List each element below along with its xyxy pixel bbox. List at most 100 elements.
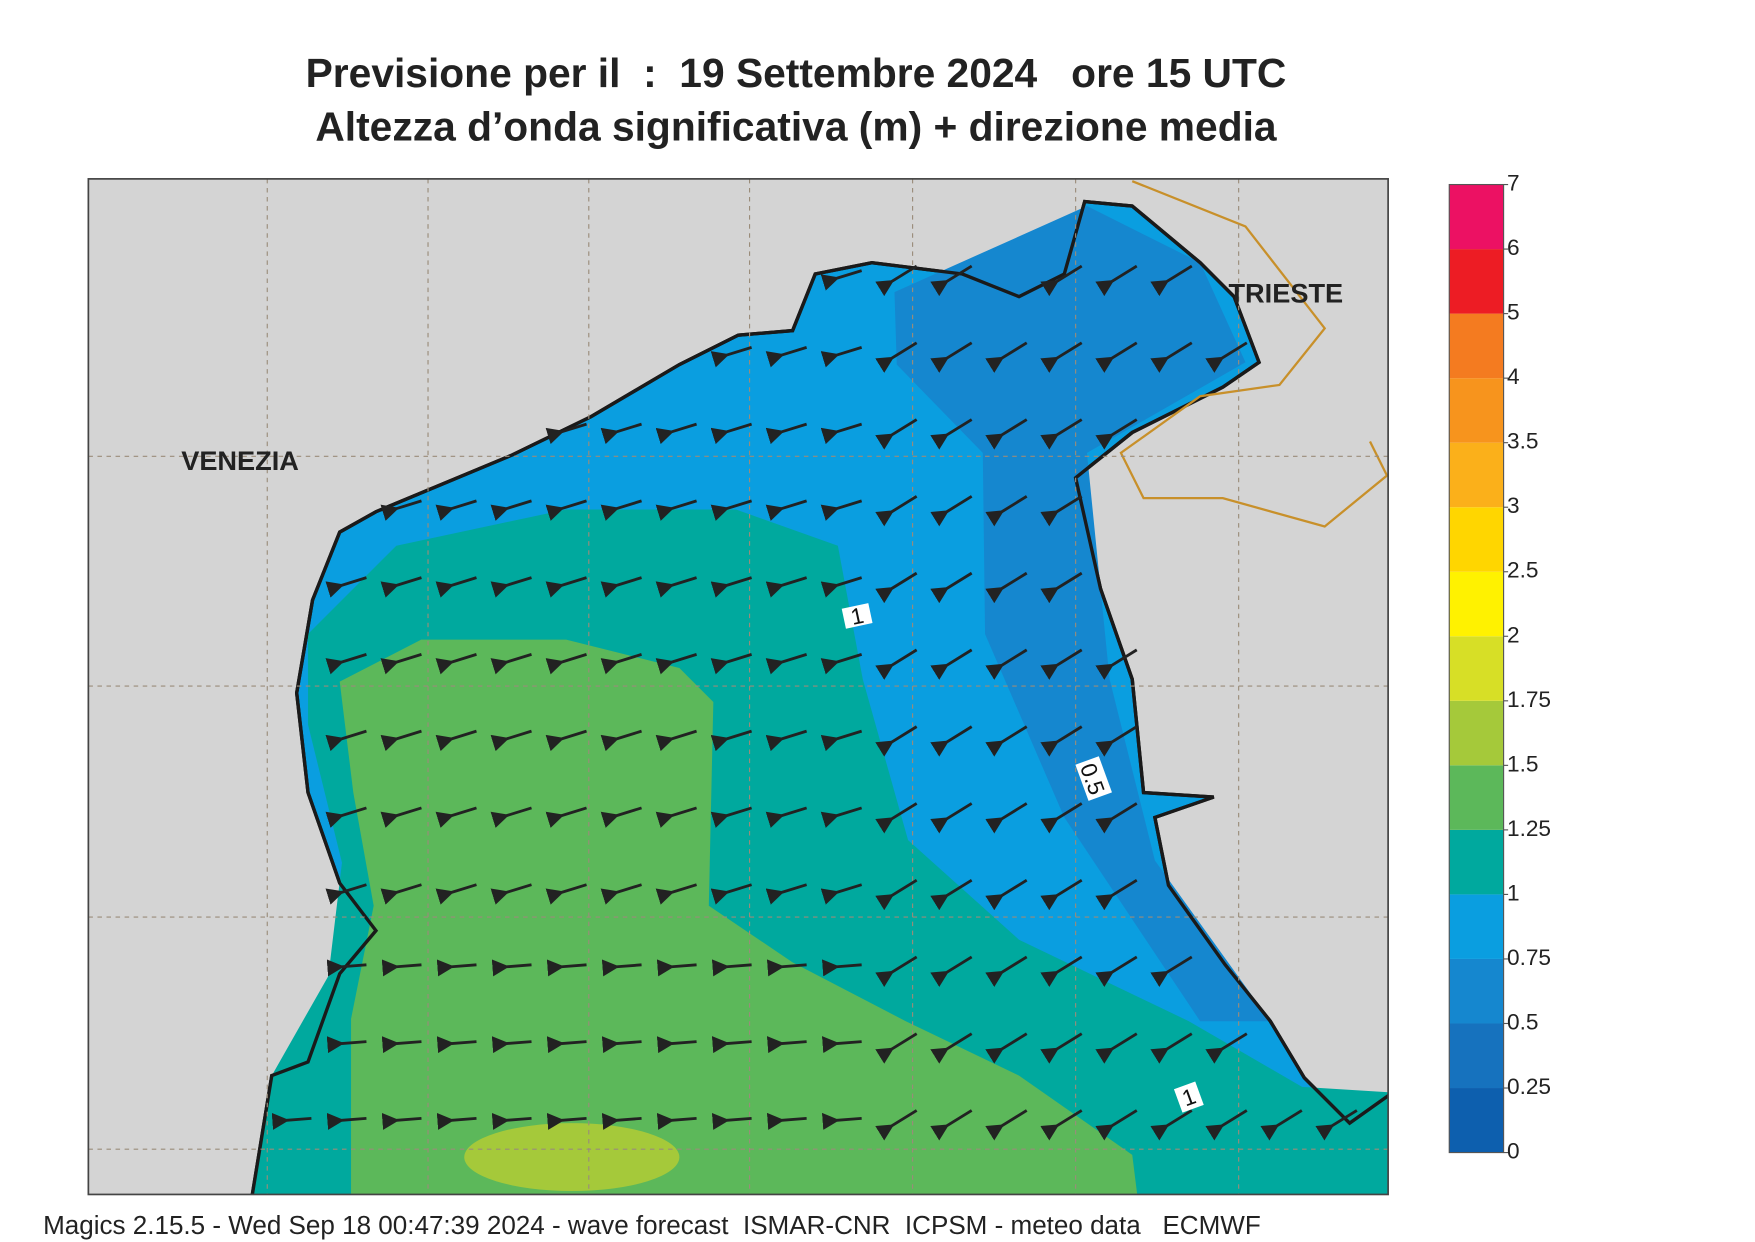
arrow — [875, 418, 918, 450]
arrow — [985, 571, 1028, 604]
arrow — [765, 422, 808, 445]
colorbar-label: 4 — [1507, 364, 1520, 389]
sea-region-low — [894, 206, 1271, 1022]
arrow — [490, 729, 532, 752]
arrow — [985, 955, 1028, 987]
arrow — [985, 802, 1028, 834]
arrow — [710, 653, 753, 675]
arrow — [380, 499, 422, 521]
arrow — [326, 959, 367, 977]
contour-label-box: 1 — [841, 603, 873, 630]
arrow — [1040, 878, 1083, 911]
colorbar-segment — [1449, 442, 1504, 508]
arrow — [1095, 955, 1138, 987]
colorbar-segment — [1449, 249, 1504, 314]
arrow — [820, 422, 863, 445]
arrow — [820, 729, 863, 752]
arrow — [985, 418, 1028, 450]
colorbar-label: 1.5 — [1507, 751, 1538, 776]
arrow — [435, 729, 477, 752]
arrow — [930, 418, 973, 450]
arrow — [600, 653, 642, 675]
arrow — [1040, 341, 1083, 373]
arrow — [600, 576, 642, 598]
arrow — [875, 802, 918, 834]
contour-label-box: 1 — [1173, 1081, 1204, 1113]
arrow — [600, 729, 642, 752]
city-label: TRIESTE — [1228, 277, 1343, 308]
arrow — [490, 653, 532, 675]
colorbar-segment — [1449, 700, 1504, 766]
arrow — [820, 499, 863, 521]
arrow — [821, 1112, 862, 1130]
arrow — [655, 806, 697, 828]
arrow — [930, 1032, 973, 1064]
arrow — [490, 499, 532, 521]
arrow — [930, 264, 973, 297]
arrow — [1095, 1032, 1138, 1064]
colorbar-frame — [1448, 183, 1505, 1154]
arrow — [436, 1112, 477, 1130]
arrow — [546, 1112, 587, 1130]
arrow — [491, 1036, 532, 1054]
arrow — [1040, 648, 1083, 680]
subtitle: Altezza d’onda significativa (m) + direz… — [315, 103, 1277, 149]
arrow — [765, 499, 808, 521]
arrow — [1095, 1109, 1138, 1141]
arrow — [875, 495, 918, 527]
colorbar-label: 5 — [1507, 300, 1520, 325]
arrow — [820, 883, 863, 905]
arrow — [1095, 878, 1138, 911]
arrow — [1040, 725, 1083, 757]
arrow — [1205, 1109, 1248, 1141]
colorbar-label: 2.5 — [1507, 558, 1538, 583]
arrow — [875, 648, 918, 680]
arrow — [875, 571, 918, 604]
arrow — [381, 1112, 422, 1130]
arrow — [1095, 648, 1138, 680]
arrow — [545, 653, 587, 675]
arrow — [710, 806, 753, 828]
arrow — [1095, 802, 1138, 834]
arrow — [435, 653, 477, 675]
arrow — [930, 495, 973, 527]
arrow — [1040, 495, 1083, 527]
arrow — [985, 1032, 1028, 1064]
arrow — [545, 806, 587, 828]
arrow — [766, 959, 807, 977]
arrow — [710, 729, 753, 752]
arrow — [1150, 341, 1193, 373]
arrow — [490, 576, 532, 598]
colorbar-segment — [1449, 378, 1504, 443]
colorbar-segment — [1449, 1088, 1504, 1153]
arrow — [546, 959, 587, 977]
arrow — [711, 1036, 752, 1054]
arrow — [1040, 264, 1083, 297]
arrow — [820, 653, 863, 675]
arrow — [1260, 1109, 1303, 1141]
arrow — [930, 725, 973, 757]
colorbar-label: 3 — [1507, 493, 1520, 518]
arrow — [875, 955, 918, 987]
colorbar-label: 7 — [1507, 171, 1520, 196]
arrow — [380, 806, 422, 828]
arrow — [435, 806, 477, 828]
arrow — [546, 1036, 587, 1054]
arrow — [985, 725, 1028, 757]
border — [1119, 180, 1389, 528]
arrow — [1040, 571, 1083, 604]
arrow — [491, 1112, 532, 1130]
arrow — [545, 883, 587, 905]
arrow — [820, 806, 863, 828]
map — [88, 178, 1389, 1195]
colorbar-segment — [1449, 571, 1504, 637]
colorbar-label: 1.75 — [1507, 687, 1551, 712]
arrow — [325, 729, 367, 752]
arrow — [1150, 264, 1193, 297]
arrow — [1040, 1032, 1083, 1064]
arrow — [655, 653, 697, 675]
arrow — [600, 883, 642, 905]
arrow — [766, 1112, 807, 1130]
colorbar-label: 2 — [1507, 622, 1520, 647]
